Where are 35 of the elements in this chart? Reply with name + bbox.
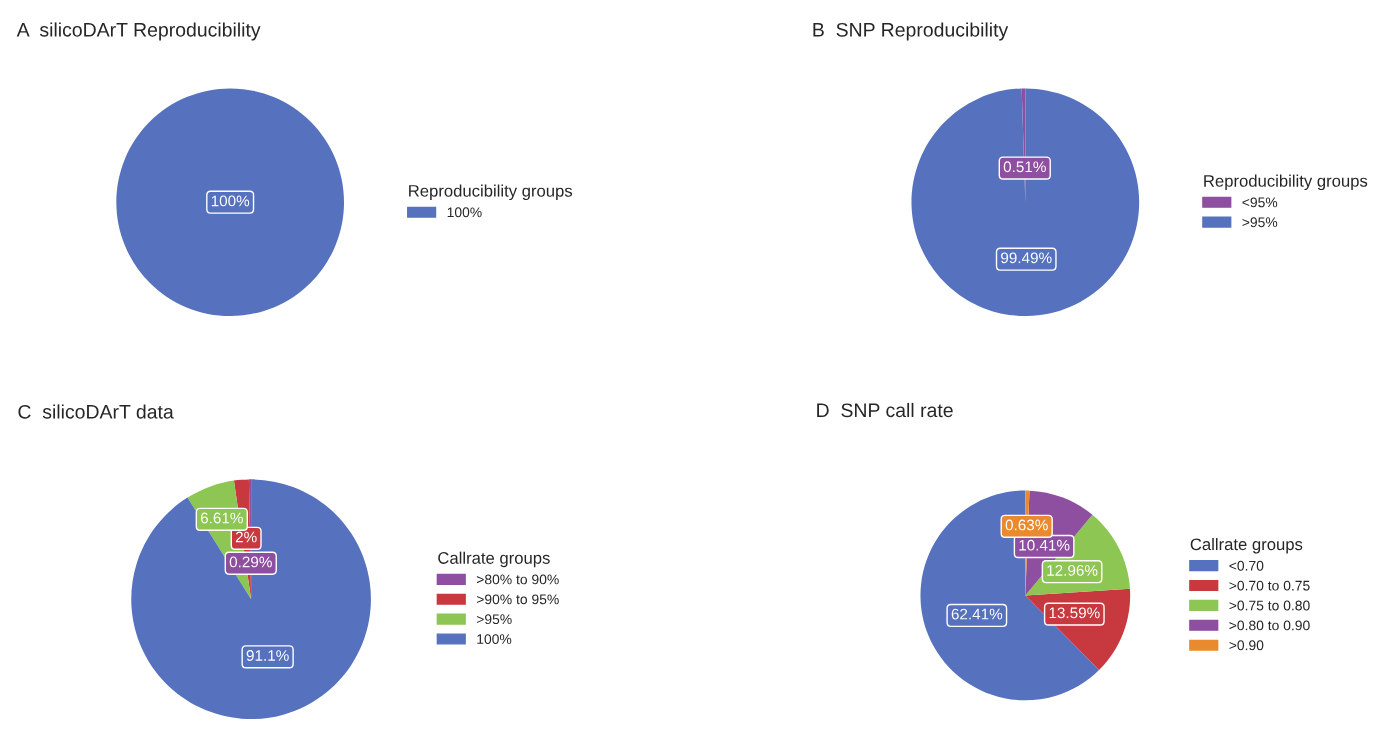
legend-title: Callrate groups [1190, 537, 1303, 554]
data-label: 100% [211, 195, 250, 207]
legend-title: Reproducibility groups [409, 184, 573, 201]
legend-title: Reproducibility groups [1204, 174, 1368, 191]
legend-label: >95% [476, 614, 512, 625]
data-label: 62.41% [951, 608, 1003, 620]
data-label: 0.29% [229, 556, 272, 568]
data-label: 10.41% [1019, 539, 1070, 551]
data-label: 6.61% [200, 512, 243, 524]
legend-label: >0.75 to 0.80 [1229, 600, 1310, 611]
pie-slice [131, 479, 371, 720]
data-label: 2% [235, 531, 257, 543]
legend-label: >80% to 90% [476, 574, 559, 585]
data-label: 13.59% [1049, 607, 1100, 619]
legend-label: >0.90 [1229, 640, 1264, 651]
legend-label: >90% to 95% [476, 594, 559, 605]
data-label: 12.96% [1047, 564, 1098, 576]
legend-label: <95% [1242, 197, 1278, 208]
legend-label: >0.80 to 0.90 [1229, 620, 1310, 631]
legend-label: 100% [477, 634, 512, 645]
legend-label: <0.70 [1229, 560, 1264, 571]
legend-label: 100% [447, 207, 482, 218]
legend-label: >95% [1242, 217, 1278, 228]
data-label: 0.51% [1003, 161, 1046, 173]
chart-title: B SNP Reproducibility [813, 22, 1009, 41]
pie-slice [911, 88, 1140, 317]
legend-title: Callrate groups [438, 551, 550, 568]
chart-title: A silicoDArT Reproducibility [16, 22, 261, 41]
data-label: 0.63% [1005, 519, 1048, 531]
chart-title: D SNP call rate [817, 402, 953, 418]
chart-title: C silicoDArT data [18, 404, 174, 419]
legend-label: >0.70 to 0.75 [1229, 580, 1310, 591]
data-label: 91.1% [246, 650, 289, 661]
pie-slice [920, 490, 1100, 701]
data-label: 99.49% [1001, 252, 1052, 264]
